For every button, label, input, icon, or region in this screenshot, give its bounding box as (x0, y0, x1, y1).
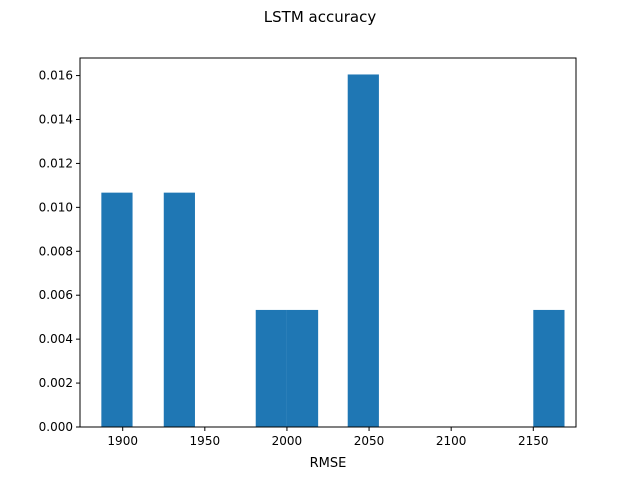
x-tick-label-1900: 1900 (107, 434, 138, 448)
y-tick-label-0.008: 0.008 (39, 244, 73, 258)
y-axis-ticks: 0.000 0.002 0.004 0.006 0.008 0.010 0.012 0.014… (39, 69, 80, 434)
y-tick-label-0.016: 0.016 (39, 69, 73, 83)
y-tick-label-0.012: 0.012 (39, 156, 73, 170)
histogram-bar-1 (101, 192, 133, 427)
y-tick-label-0.000: 0.000 (39, 420, 73, 434)
histogram-bar-5 (347, 74, 379, 428)
y-tick-label-0.006: 0.006 (39, 288, 73, 302)
histogram-bar-3 (255, 309, 287, 427)
x-tick-label-2150: 2150 (518, 434, 549, 448)
y-tick-label-0.002: 0.002 (39, 376, 73, 390)
axes-frame (79, 57, 577, 428)
bars-group (101, 74, 565, 428)
x-tick-label-2000: 2000 (272, 434, 303, 448)
histogram-bar-2 (163, 192, 195, 427)
histogram-bar-4 (286, 309, 319, 427)
x-tick-label-2100: 2100 (436, 434, 467, 448)
chart-title: LSTM accuracy (264, 8, 377, 26)
y-tick-label-0.010: 0.010 (39, 200, 73, 214)
x-tick-label-1950: 1950 (190, 434, 221, 448)
x-axis-ticks: 1900 1950 2000 2050 2100 2150 (107, 427, 549, 448)
x-tick-label-2050: 2050 (354, 434, 385, 448)
histogram-bar-6 (533, 309, 565, 427)
x-axis-label: RMSE (310, 456, 347, 471)
y-tick-label-0.004: 0.004 (39, 332, 73, 346)
y-tick-label-0.014: 0.014 (39, 113, 73, 127)
